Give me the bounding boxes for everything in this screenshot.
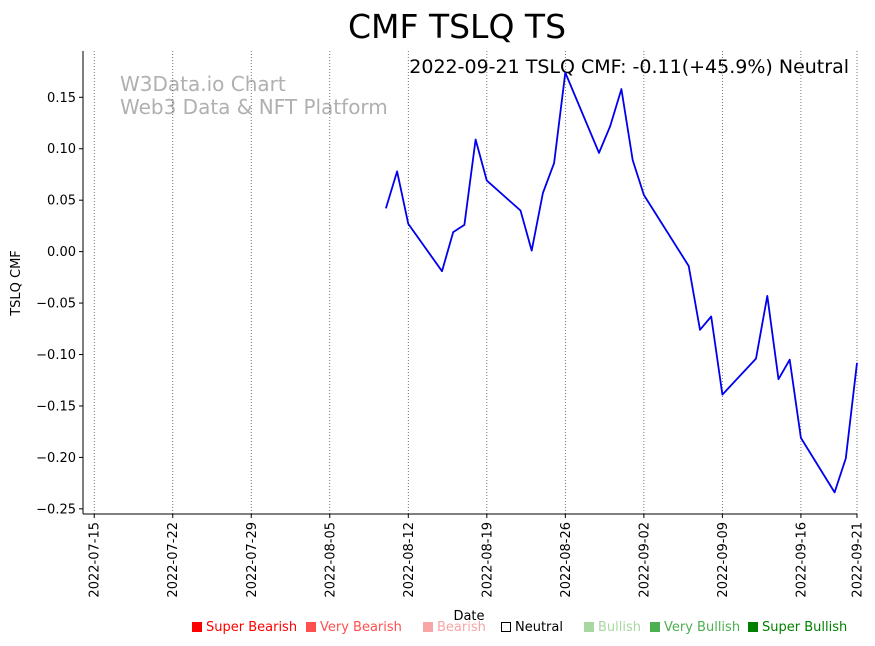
legend-item-very-bullish: Very Bullish: [650, 620, 740, 635]
x-tick-label: 2022-07-29: [245, 522, 260, 598]
legend-label: Bullish: [598, 620, 642, 635]
watermark-line-2: Web3 Data & NFT Platform: [120, 95, 388, 119]
x-tick-label: 2022-09-21: [851, 522, 866, 598]
x-tick-label: 2022-09-16: [794, 522, 809, 598]
x-tick-label: 2022-07-15: [88, 522, 103, 598]
legend-item-bullish: Bullish: [584, 620, 641, 635]
legend-swatch: [306, 622, 316, 632]
legend-label: Very Bearish: [320, 620, 402, 635]
legend-label: Super Bearish: [206, 620, 298, 635]
legend-swatch: [192, 622, 202, 632]
axes: [82, 51, 857, 515]
cmf-series-line: [385, 71, 858, 494]
legend-swatch: [501, 622, 511, 632]
y-tick-label: −0.25: [36, 502, 76, 517]
x-tick-label: 2022-08-26: [559, 522, 574, 598]
watermark-line-1: W3Data.io Chart: [120, 72, 286, 96]
legend-swatch: [584, 622, 594, 632]
legend-label: Neutral: [515, 620, 563, 635]
y-tick-label: −0.15: [36, 399, 76, 414]
y-tick-label: 0.15: [47, 91, 76, 106]
chart-title: CMF TSLQ TS: [348, 7, 566, 46]
legend-swatch: [423, 622, 433, 632]
y-tick-label: 0.05: [47, 194, 76, 209]
y-tick-label: −0.20: [36, 451, 76, 466]
y-axis-ticks: 0.15 0.10 0.05 0.00 −0.05 −0.10 −0.15 −0.20 −0.2…: [36, 91, 83, 517]
y-tick-label: −0.10: [36, 348, 76, 363]
legend-item-neutral: Neutral: [501, 620, 563, 635]
x-axis-label: Date: [453, 609, 484, 624]
legend-item-bearish: Bearish: [423, 620, 486, 635]
y-tick-label: 0.00: [47, 245, 76, 260]
x-tick-label: 2022-08-19: [480, 522, 495, 598]
legend-swatch: [650, 622, 660, 632]
chart-subtitle: 2022-09-21 TSLQ CMF: -0.11(+45.9%) Neutr…: [409, 56, 849, 78]
x-tick-label: 2022-09-02: [637, 522, 652, 598]
y-axis-label: TSLQ CMF: [9, 250, 24, 317]
legend-label: Very Bullish: [664, 620, 741, 635]
x-axis-ticks: 2022-07-15 2022-07-22 2022-07-29 2022-08-05…: [88, 514, 866, 598]
legend-item-very-bearish: Very Bearish: [306, 620, 402, 635]
legend-swatch: [748, 622, 758, 632]
x-tick-label: 2022-08-05: [323, 522, 338, 598]
y-tick-label: −0.05: [36, 297, 76, 312]
y-tick-label: 0.10: [47, 142, 76, 157]
legend-label: Super Bullish: [762, 620, 848, 635]
x-tick-label: 2022-08-12: [402, 522, 417, 598]
x-tick-label: 2022-07-22: [166, 522, 181, 598]
grid-lines: [93, 51, 858, 514]
x-tick-label: 2022-09-09: [716, 522, 731, 598]
legend-item-super-bullish: Super Bullish: [748, 620, 847, 635]
legend-item-super-bearish: Super Bearish: [192, 620, 297, 635]
legend-label: Bearish: [437, 620, 486, 635]
